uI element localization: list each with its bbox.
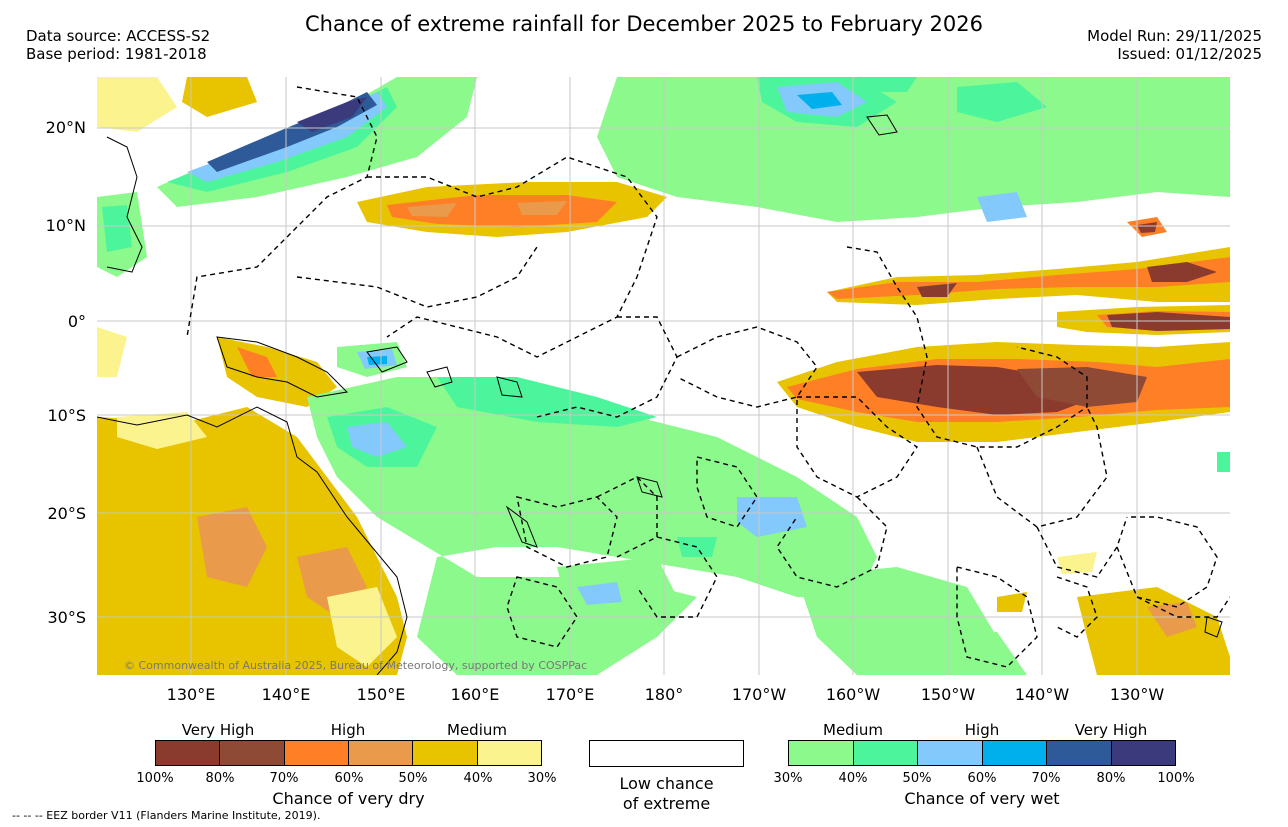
wet-category-high: High (964, 721, 1000, 739)
dry-tick: 70% (269, 771, 299, 786)
wet-tick: 60% (967, 771, 997, 786)
lon-label-160e: 160°E (450, 685, 500, 704)
wet-swatch-70-80 (1047, 741, 1112, 765)
lon-label-150e: 150°E (356, 685, 406, 704)
wet-legend-title: Chance of very wet (904, 789, 1060, 808)
dry-tick: 80% (205, 771, 235, 786)
wet-region-se (797, 452, 1230, 675)
wet-tick: 100% (1157, 771, 1195, 786)
wet-tick: 70% (1031, 771, 1061, 786)
wet-region-nw (97, 77, 477, 277)
low-chance-swatch (589, 740, 744, 767)
dry-tick: 100% (136, 771, 174, 786)
lat-label-0: 0° (67, 312, 86, 331)
lon-label-130w: 130°W (1109, 685, 1165, 704)
lat-label-10s: 10°S (47, 406, 86, 425)
lat-label-10n: 10°N (45, 216, 86, 235)
meta-left: Data source: ACCESS-S2 Base period: 1981… (26, 27, 210, 63)
dry-tick: 50% (398, 771, 428, 786)
model-run: Model Run: 29/11/2025 (1087, 27, 1262, 45)
wet-region-north (597, 77, 1230, 222)
dry-legend-title: Chance of very dry (272, 789, 425, 808)
wet-swatch-50-60 (918, 741, 983, 765)
eez-borders (186, 86, 1230, 668)
dry-region-australia (97, 327, 407, 675)
wet-tick: 50% (902, 771, 932, 786)
dry-swatch-50-40 (413, 741, 478, 765)
dry-category-very-high: Very High (181, 721, 255, 739)
dry-swatch-60-50 (348, 741, 414, 765)
wet-tick: 40% (838, 771, 868, 786)
wet-category-very-high: Very High (1074, 721, 1148, 739)
dry-category-high: High (330, 721, 366, 739)
wet-colorbar (788, 740, 1176, 766)
coastlines (97, 114, 1223, 675)
lon-label-130e: 130°E (166, 685, 216, 704)
graticule (97, 77, 1230, 675)
wet-swatch-30-40 (789, 741, 854, 765)
lon-label-160w: 160°W (825, 685, 881, 704)
wet-swatch-60-70 (982, 741, 1047, 765)
wet-swatch-80-100 (1111, 741, 1175, 765)
lon-label-140w: 140°W (1014, 685, 1070, 704)
map-title: Chance of extreme rainfall for December … (305, 12, 983, 36)
issued-date: Issued: 01/12/2025 (1117, 45, 1262, 63)
low-chance-line2: of extreme (622, 794, 711, 813)
dry-swatch-40-30 (477, 741, 541, 765)
dry-tick: 30% (527, 771, 557, 786)
copyright-notice: © Commonwealth of Australia 2025, Bureau… (124, 659, 588, 672)
lon-label-170w: 170°W (731, 685, 787, 704)
eez-footnote: -- -- -- EEZ border V11 (Flanders Marine… (12, 809, 321, 822)
lon-label-170e: 170°E (545, 685, 595, 704)
rainfall-map (97, 77, 1230, 675)
dry-category-medium: Medium (447, 721, 507, 739)
dry-swatch-70-60 (284, 741, 349, 765)
dry-spots (97, 77, 1230, 675)
dry-swatch-100-80 (156, 741, 221, 765)
dry-tick: 60% (334, 771, 364, 786)
lon-label-180: 180° (644, 685, 684, 704)
low-chance-line1: Low chance (619, 774, 714, 793)
wet-category-medium: Medium (823, 721, 883, 739)
lon-label-140e: 140°E (261, 685, 311, 704)
dry-swatch-80-70 (220, 741, 285, 765)
lon-label-150w: 150°W (920, 685, 976, 704)
base-period: Base period: 1981-2018 (26, 45, 207, 63)
wet-tick: 80% (1096, 771, 1126, 786)
dry-colorbar (155, 740, 542, 766)
lat-label-20n: 20°N (45, 118, 86, 137)
dry-tick: 40% (463, 771, 493, 786)
meta-right: Model Run: 29/11/2025 Issued: 01/12/2025 (1087, 27, 1262, 63)
dry-band-east-pacific (777, 342, 1230, 442)
data-source: Data source: ACCESS-S2 (26, 27, 211, 45)
low-chance-label: Low chance of extreme (589, 774, 744, 814)
dry-band-nw-pacific (357, 182, 667, 237)
wet-swatch-40-50 (853, 741, 918, 765)
lat-label-30s: 30°S (47, 608, 86, 627)
wet-tick: 30% (773, 771, 803, 786)
lat-label-20s: 20°S (47, 504, 86, 523)
dry-region-png (217, 337, 337, 407)
